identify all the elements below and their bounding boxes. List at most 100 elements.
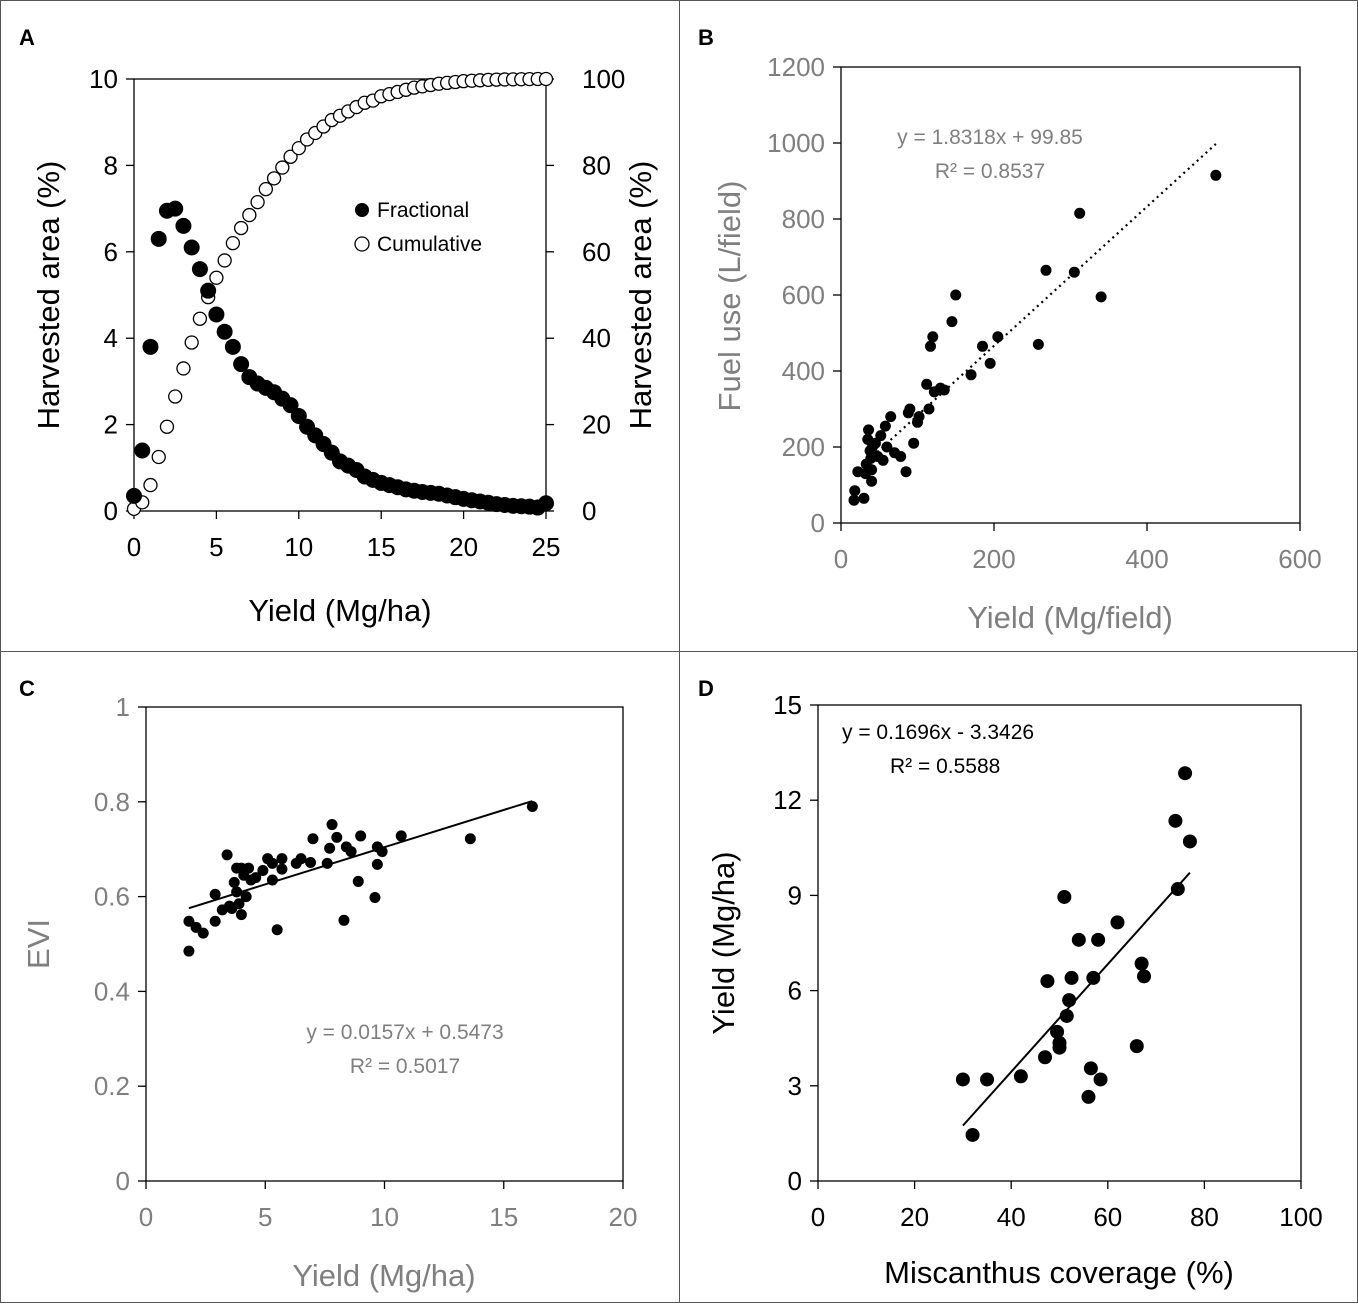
- r-squared-c: R² = 0.5017: [350, 1055, 460, 1078]
- y-axis-label-c: EVI: [21, 919, 56, 969]
- equation-c: y = 0.0157x + 0.5473: [306, 1021, 503, 1044]
- x-axis-label-c: Yield (Mg/ha): [292, 1258, 475, 1293]
- data-point: [1038, 1050, 1053, 1065]
- data-point: [849, 485, 861, 497]
- chart-a-svg: A 0 2 4 6 8 10 0 20 40 60 80 100 0 5 10 15 20 25 Harves…: [19, 25, 658, 628]
- cumulative-point: [225, 236, 241, 251]
- data-point: [881, 441, 893, 453]
- data-point: [1052, 1035, 1067, 1050]
- data-point: [228, 876, 240, 888]
- cumulative-point: [291, 140, 306, 156]
- y-tick-label: 200: [782, 432, 825, 462]
- data-point: [895, 451, 907, 462]
- y-tick-label: 0.4: [94, 976, 130, 1006]
- y-tick-label: 8: [104, 150, 118, 180]
- fractional-point: [538, 495, 554, 512]
- data-point: [376, 846, 388, 858]
- data-point: [938, 384, 950, 396]
- x-axis-b: 0 200 400 600: [834, 523, 1322, 574]
- data-point: [923, 403, 935, 415]
- trendline-c: [188, 800, 533, 910]
- trendline-b: [863, 143, 1217, 465]
- y-tick-label: 1000: [767, 128, 825, 158]
- chart-b-svg: B 0 200 400 600 800 1000 1200 0 200 400 600 Fuel …: [698, 25, 1322, 635]
- cumulative-point: [233, 220, 249, 236]
- fractional-point: [208, 306, 225, 323]
- panel-label-c: C: [19, 676, 35, 701]
- data-point: [866, 464, 878, 476]
- data-point: [321, 857, 333, 869]
- cumulative-point: [242, 207, 257, 223]
- data-point: [885, 411, 897, 423]
- fractional-point: [200, 282, 217, 299]
- data-point: [331, 831, 343, 843]
- series-b-points: [848, 169, 1222, 506]
- trendline-d: [962, 871, 1191, 1127]
- x-tick-label: 20: [609, 1202, 638, 1232]
- data-point: [900, 466, 912, 478]
- x-axis-d: 0 20 40 60 80 100: [811, 1181, 1323, 1232]
- data-point: [326, 819, 338, 831]
- fractional-point: [134, 442, 151, 459]
- series-cumulative: [126, 71, 554, 516]
- data-point: [913, 411, 925, 423]
- plot-frame-a: [133, 78, 547, 512]
- data-point: [1178, 766, 1193, 781]
- cumulative-point: [275, 160, 290, 175]
- y-tick-label: 0.2: [94, 1071, 130, 1101]
- x-tick-label: 400: [1125, 544, 1168, 574]
- fractional-point: [191, 261, 208, 278]
- x-tick-label: 100: [1279, 1202, 1322, 1232]
- panel-label-a: A: [19, 25, 35, 50]
- data-point: [395, 830, 407, 842]
- y-tick-label: 1: [116, 692, 130, 722]
- data-point: [984, 357, 996, 369]
- data-point: [276, 863, 288, 875]
- cumulative-point: [217, 253, 232, 268]
- data-point: [233, 898, 245, 910]
- y-axis-left-a: 0 2 4 6 8 10: [89, 64, 134, 526]
- cumulative-point: [159, 419, 175, 434]
- cumulative-point: [143, 477, 158, 493]
- fractional-point: [216, 323, 233, 340]
- cumulative-point: [184, 335, 199, 350]
- data-point: [250, 872, 262, 884]
- y2-tick-label: 80: [582, 150, 611, 180]
- plot-frame-c: [145, 706, 624, 1182]
- y-tick-label: 0.8: [94, 787, 130, 817]
- data-point: [1013, 1069, 1028, 1084]
- fractional-point: [142, 338, 159, 355]
- data-point: [307, 833, 319, 845]
- x-tick-label: 60: [1093, 1202, 1122, 1232]
- x-tick-label: 0: [834, 544, 848, 574]
- legend-label-cumulative: Cumulative: [377, 233, 482, 256]
- y-tick-label: 12: [773, 785, 802, 815]
- x-tick-label: 600: [1278, 544, 1321, 574]
- r-squared-d: R² = 0.5588: [890, 755, 1000, 778]
- x-tick-label: 10: [284, 532, 313, 562]
- data-point: [209, 888, 221, 900]
- y2-tick-label: 0: [582, 496, 596, 526]
- data-point: [1091, 932, 1106, 947]
- fractional-point: [183, 239, 200, 256]
- data-point: [1040, 974, 1055, 989]
- data-point: [946, 316, 958, 328]
- panel-c: C 0 0.2 0.4 0.6 0.8 1 0 5 10 15 20 EVI Yield (Mg/…: [0, 651, 680, 1303]
- x-tick-label: 15: [367, 532, 396, 562]
- y-tick-label: 2: [104, 410, 118, 440]
- data-point: [1083, 1061, 1098, 1076]
- legend-marker-cumulative: [354, 236, 370, 252]
- data-point: [927, 331, 939, 343]
- data-point: [197, 927, 209, 939]
- y-axis-label-b: Fuel use (L/field): [712, 181, 747, 412]
- data-point: [904, 403, 916, 415]
- data-point: [965, 1127, 980, 1142]
- x-tick-label: 40: [997, 1202, 1026, 1232]
- data-point: [1057, 889, 1072, 904]
- cumulative-point: [168, 389, 183, 404]
- cumulative-point: [250, 194, 265, 210]
- y-tick-label: 1200: [767, 52, 825, 82]
- data-point: [231, 886, 243, 898]
- x-tick-label: 20: [449, 532, 478, 562]
- y-tick-label: 0.6: [94, 882, 130, 912]
